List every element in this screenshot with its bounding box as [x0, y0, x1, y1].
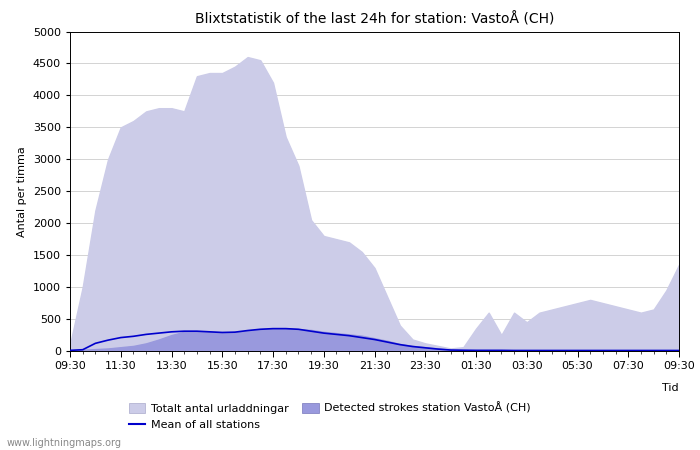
Title: Blixtstatistik of the last 24h for station: VastoÅ (CH): Blixtstatistik of the last 24h for stati… — [195, 12, 554, 26]
Legend: Totalt antal urladdningar, Mean of all stations, Detected strokes station VastoÅ: Totalt antal urladdningar, Mean of all s… — [125, 398, 536, 434]
Text: Tid: Tid — [662, 383, 679, 393]
Y-axis label: Antal per timma: Antal per timma — [18, 146, 27, 237]
Text: www.lightningmaps.org: www.lightningmaps.org — [7, 438, 122, 448]
